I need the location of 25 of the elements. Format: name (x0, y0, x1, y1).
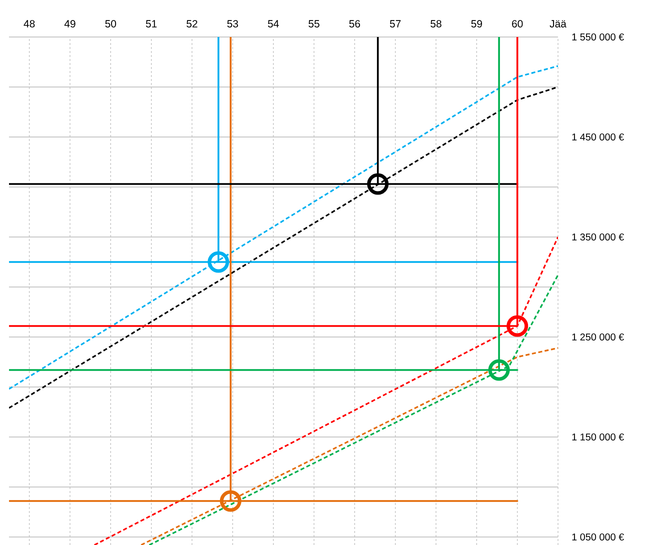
point (506, 315, 528, 337)
y-tick-label: 1 550 000 € (572, 33, 624, 41)
x-tick-label: 60 (512, 20, 523, 28)
x-tick-label: 50 (105, 20, 116, 28)
point (208, 251, 230, 273)
point (488, 359, 510, 381)
y-tick-label: 1 250 000 € (572, 333, 624, 341)
x-tick-label: 49 (64, 20, 76, 28)
x-tick-label: 51 (146, 20, 157, 28)
x-tick-label: 53 (227, 20, 238, 28)
x-tick-label: 48 (24, 20, 35, 28)
x-tick-label: 56 (349, 20, 360, 28)
x-tick-label: 55 (308, 20, 320, 28)
y-tick-label: 1 350 000 € (572, 233, 624, 241)
y-tick-label: 1 150 000 € (572, 433, 624, 441)
point (367, 173, 389, 195)
x-tick-label: 52 (186, 20, 198, 28)
x-tick-label: Jää (550, 20, 566, 28)
x-tick-label: 59 (471, 20, 482, 28)
point (220, 490, 242, 512)
x-tick-label: 54 (268, 20, 279, 28)
y-tick-label: 1 450 000 € (572, 133, 624, 141)
x-tick-label: 57 (390, 20, 401, 28)
x-tick-label: 58 (430, 20, 442, 28)
y-tick-label: 1 050 000 € (572, 533, 624, 541)
